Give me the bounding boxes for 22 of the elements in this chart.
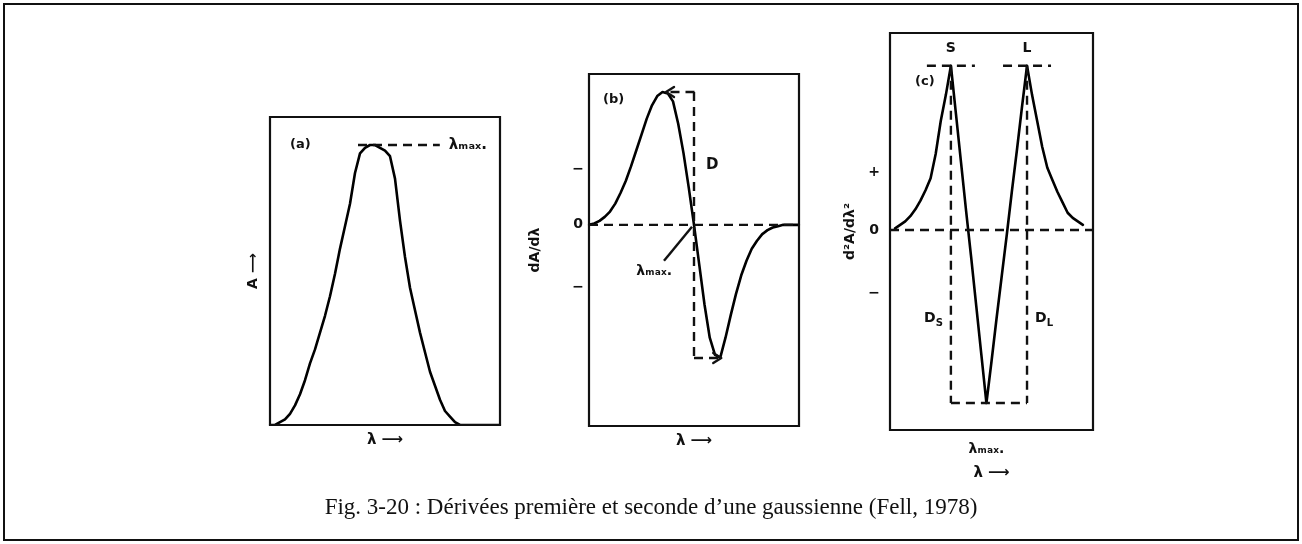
text: −	[572, 277, 584, 294]
text: −	[572, 159, 584, 176]
y-axis-title: A ⟶	[244, 253, 261, 289]
x-axis-title: λ ⟶	[366, 429, 404, 448]
y-axis-title: d²A/dλ²	[841, 202, 858, 261]
chart-title: (b)	[603, 91, 625, 107]
y-axis-title: dA/dλ	[526, 227, 543, 273]
caption: Fig. 3-20 : Dérivées première et seconde d’une gaussienne (Fell, 1978)	[323, 494, 979, 520]
text: λₘₐₓ.	[968, 439, 1005, 456]
text: −	[868, 283, 880, 300]
annotation: D	[706, 154, 719, 173]
x-axis-title: λ ⟶	[675, 430, 713, 449]
text: S	[945, 39, 956, 56]
ref-line-label: λₘₐₓ.	[448, 134, 488, 153]
text: L	[1022, 39, 1032, 56]
ref-line-label: 0	[573, 215, 584, 232]
text: +	[868, 163, 880, 180]
text: (c)	[915, 73, 935, 89]
annotation: λₘₐₓ.	[636, 262, 673, 279]
x-axis-title: λ ⟶	[973, 462, 1010, 481]
chart-title: (a)	[290, 136, 311, 152]
ref-line-label: 0	[869, 220, 880, 237]
